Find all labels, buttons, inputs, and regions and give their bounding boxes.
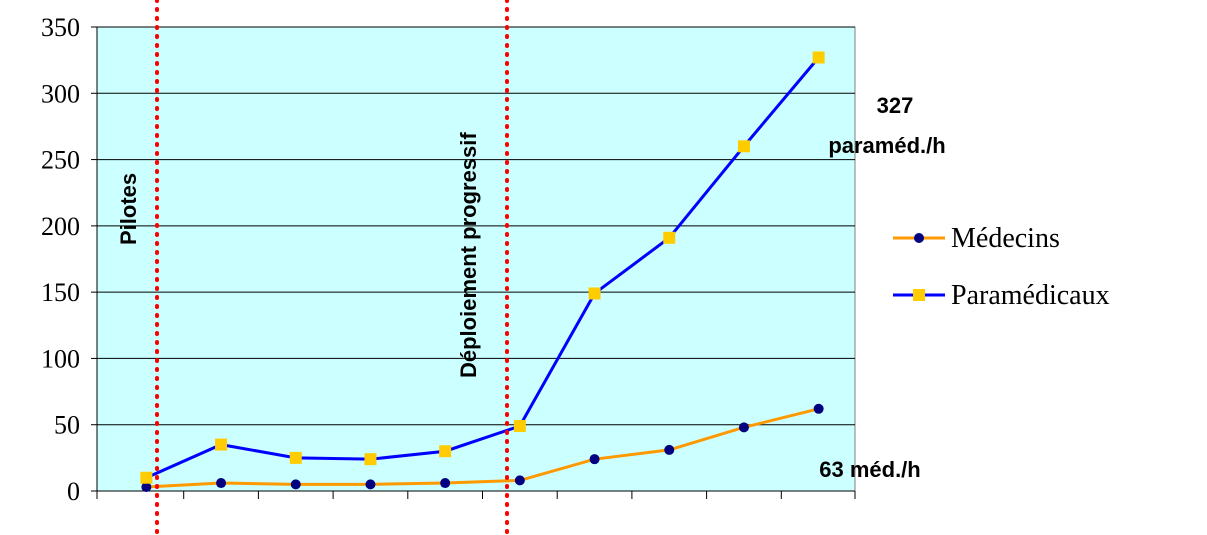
marker: [364, 453, 377, 466]
annotation: 327: [877, 93, 914, 118]
plot-area: [96, 26, 856, 492]
y-tick-label: 250: [41, 146, 80, 175]
marker: [365, 479, 376, 490]
marker: [289, 451, 302, 464]
marker: [439, 445, 452, 458]
y-tick-label: 0: [67, 477, 80, 506]
marker: [663, 231, 676, 244]
y-tick-label: 300: [41, 79, 80, 108]
marker: [513, 420, 526, 433]
y-tick-label: 200: [41, 212, 80, 241]
annotation: 63 méd./h: [819, 457, 920, 482]
marker: [440, 478, 451, 489]
marker: [813, 403, 824, 414]
annotation: paraméd./h: [828, 133, 945, 158]
series-line: [146, 407, 820, 489]
marker: [141, 482, 152, 493]
y-tick-label: 150: [41, 278, 80, 307]
legend-marker: [914, 233, 924, 243]
marker: [140, 471, 153, 484]
series-line: [145, 56, 820, 480]
marker: [215, 438, 228, 451]
marker: [738, 422, 749, 433]
marker: [812, 51, 825, 64]
y-tick-label: 100: [41, 344, 80, 373]
legend-label: Paramédicaux: [951, 280, 1110, 311]
marker: [216, 478, 227, 489]
marker: [589, 454, 600, 465]
marker: [514, 475, 525, 486]
marker: [290, 479, 301, 490]
legend-label: Médecins: [951, 223, 1060, 254]
annotation: Pilotes: [116, 173, 141, 245]
annotation: Déploiement progressif: [456, 132, 481, 378]
y-tick-label: 350: [41, 13, 80, 42]
marker: [737, 140, 750, 153]
y-tick-label: 50: [54, 411, 80, 440]
marker: [588, 287, 601, 300]
marker: [664, 444, 675, 455]
legend-marker: [913, 289, 925, 301]
